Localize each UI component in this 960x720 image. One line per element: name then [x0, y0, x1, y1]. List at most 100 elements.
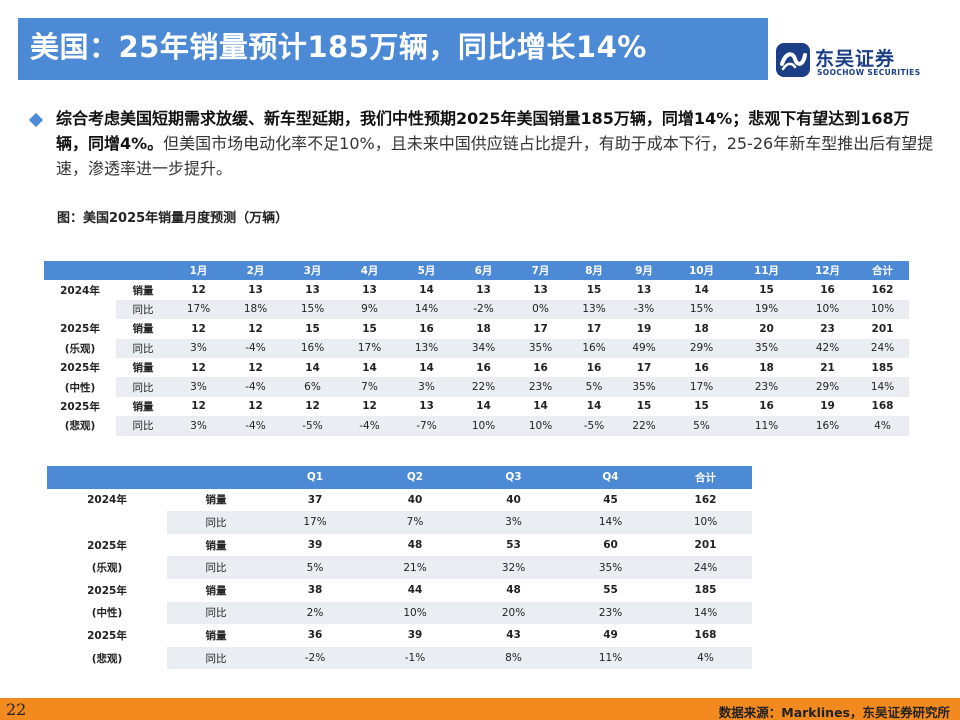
- column-header: 6月: [455, 261, 512, 281]
- table-row: 同比 17% 7% 3% 14% 10%: [47, 511, 752, 534]
- table-row: (乐观) 同比 5% 21% 32% 35% 24%: [47, 556, 752, 579]
- table-cell: 13%: [398, 338, 455, 358]
- table-cell: 13%: [569, 299, 619, 320]
- table-row: (中性) 同比 2% 10% 20% 23% 14%: [47, 601, 752, 625]
- table-cell: 40: [365, 488, 465, 512]
- table-cell: 3%: [170, 416, 227, 436]
- table-cell: 21%: [365, 556, 465, 579]
- table-cell: 185: [856, 357, 909, 378]
- table-cell: 16: [799, 280, 856, 300]
- scenario-label: 2024年: [44, 280, 116, 300]
- table-cell: 17: [569, 319, 619, 339]
- table-cell: 24%: [659, 556, 752, 579]
- table-row: 2024年 销量 12 13 13 13 14 13 13 15 13 14 15 16 162: [44, 280, 909, 300]
- scenario-label: 2025年: [44, 396, 116, 417]
- table-cell: -4%: [227, 338, 284, 358]
- table-cell: 17%: [669, 377, 734, 397]
- data-source: 数据来源：Marklines，东吴证券研究所: [718, 705, 950, 720]
- table-cell: 201: [856, 319, 909, 339]
- table-cell: 48: [365, 533, 465, 557]
- table-cell: 12: [341, 396, 398, 417]
- table-cell: -3%: [619, 299, 669, 320]
- column-header: Q1: [265, 466, 365, 489]
- scenario-label: (悲观): [44, 416, 116, 436]
- table-cell: 5%: [569, 377, 619, 397]
- table-cell: 12: [170, 319, 227, 339]
- table-cell: 34%: [455, 338, 512, 358]
- table-cell: -1%: [365, 646, 465, 670]
- footer-bar: [0, 698, 960, 720]
- metric-label: 同比: [116, 377, 170, 397]
- table-cell: 13: [619, 280, 669, 300]
- table-cell: 15: [284, 319, 341, 339]
- table-cell: 3%: [170, 377, 227, 397]
- column-header: 10月: [669, 261, 734, 281]
- table-cell: 17%: [341, 338, 398, 358]
- table-cell: 53: [465, 533, 562, 557]
- table-cell: 168: [856, 396, 909, 417]
- metric-label: 销量: [167, 578, 265, 602]
- table-cell: -5%: [284, 416, 341, 436]
- table-cell: 17%: [170, 299, 227, 320]
- table-cell: 14%: [659, 601, 752, 625]
- table-cell: 42%: [799, 338, 856, 358]
- table-cell: 13: [398, 396, 455, 417]
- table-cell: 14: [398, 280, 455, 300]
- table-cell: 22%: [619, 416, 669, 436]
- column-header: 9月: [619, 261, 669, 281]
- table-cell: 14: [341, 357, 398, 378]
- table-cell: 13: [341, 280, 398, 300]
- table-cell: 35%: [562, 556, 659, 579]
- table-row: 同比 17% 18% 15% 9% 14% -2% 0% 13% -3% 15% 19% 10% 10%: [44, 299, 909, 320]
- table-cell: 23%: [512, 377, 569, 397]
- table-cell: 14: [455, 396, 512, 417]
- title-bar: [18, 18, 768, 80]
- metric-label: 同比: [167, 601, 265, 625]
- column-header: 5月: [398, 261, 455, 281]
- metric-label: 销量: [116, 319, 170, 339]
- table-cell: 48: [465, 578, 562, 602]
- table-cell: 15: [569, 280, 619, 300]
- table-cell: 23: [799, 319, 856, 339]
- scenario-label: (乐观): [44, 338, 116, 358]
- table-cell: 15: [619, 396, 669, 417]
- table-cell: 10%: [455, 416, 512, 436]
- table-cell: 10%: [856, 299, 909, 320]
- table-cell: 4%: [659, 646, 752, 670]
- scenario-label: 2025年: [44, 357, 116, 378]
- table-cell: 14%: [562, 511, 659, 534]
- table-cell: 9%: [341, 299, 398, 320]
- table-cell: 168: [659, 624, 752, 647]
- table-cell: -4%: [227, 377, 284, 397]
- metric-label: 销量: [116, 280, 170, 300]
- scenario-label: 2025年: [47, 578, 167, 602]
- logo-name-en: SOOCHOW SECURITIES: [817, 68, 921, 77]
- metric-label: 销量: [116, 357, 170, 378]
- scenario-label: (中性): [44, 377, 116, 397]
- table-cell: 4%: [856, 416, 909, 436]
- table-cell: 7%: [365, 511, 465, 534]
- metric-label: 同比: [167, 556, 265, 579]
- scenario-label: 2025年: [44, 319, 116, 339]
- table-row: 2025年 销量 12 12 12 12 13 14 14 14 15 15 16 19 168: [44, 396, 909, 417]
- monthly-forecast-table: 1月 2月 3月 4月 5月 6月 7月 8月 9月 10月 11月 12月 合计 2024年 销量 12 1…: [44, 261, 909, 436]
- table-row: (悲观) 同比 3% -4% -5% -4% -7% 10% 10% -5% 22% 5% 11% 16%…: [44, 416, 909, 436]
- table-row: (中性) 同比 3% -4% 6% 7% 3% 22% 23% 5% 35% 17% 23% 29% 14%: [44, 377, 909, 397]
- column-header: 1月: [170, 261, 227, 281]
- table-cell: 16%: [799, 416, 856, 436]
- table-cell: 15: [734, 280, 799, 300]
- table-row: 2025年 销量 12 12 15 15 16 18 17 17 19 18 20 23 201: [44, 319, 909, 339]
- table-cell: 10%: [799, 299, 856, 320]
- scenario-label: (悲观): [47, 646, 167, 670]
- monthly-header-row: 1月 2月 3月 4月 5月 6月 7月 8月 9月 10月 11月 12月 合计: [44, 261, 909, 281]
- table-cell: 17: [619, 357, 669, 378]
- table-cell: 10%: [512, 416, 569, 436]
- table-cell: 16%: [569, 338, 619, 358]
- table-cell: 2%: [265, 601, 365, 625]
- table-cell: 6%: [284, 377, 341, 397]
- table-cell: 11%: [562, 646, 659, 670]
- table-cell: 60: [562, 533, 659, 557]
- soochow-logo-icon: [776, 43, 810, 77]
- column-header: [167, 466, 265, 489]
- table-cell: 11%: [734, 416, 799, 436]
